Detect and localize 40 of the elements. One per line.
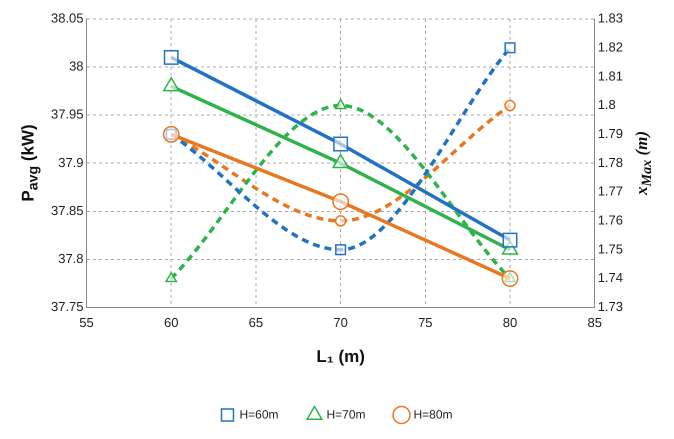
- point: [504, 42, 516, 54]
- y2-tick-label: 1.79: [598, 126, 624, 141]
- y-tick-label: 38: [69, 58, 84, 74]
- legend-label: H=80m: [414, 407, 453, 422]
- y-tick-label: 38.05: [50, 10, 84, 26]
- x-tick-label: 55: [79, 314, 94, 330]
- y2-tick-label: 1.78: [598, 154, 624, 170]
- point: [335, 244, 346, 256]
- legend-label: H=60m: [239, 407, 279, 422]
- point: [334, 98, 346, 110]
- legend-label: H=70m: [326, 407, 366, 422]
- y2-tick-label: 1.77: [598, 184, 624, 199]
- y2-tick-label: 1.83: [598, 10, 624, 26]
- y2-tick-label: 1.73: [598, 298, 624, 314]
- point: [334, 215, 346, 227]
- x-tick-label: 60: [164, 314, 178, 330]
- point: [164, 50, 179, 65]
- y2-tick-label: 1.76: [598, 212, 624, 228]
- point: [502, 232, 518, 248]
- y2-tick-label: 1.75: [598, 241, 624, 256]
- y-tick-label: 37.75: [50, 298, 84, 314]
- x-axis-title: L₁ (m): [316, 347, 365, 367]
- point: [332, 193, 350, 210]
- x-tick-label: 85: [587, 314, 602, 330]
- y2-tick-label: 1.81: [598, 68, 624, 84]
- y-tick-label: 37.95: [50, 106, 84, 122]
- point: [165, 272, 178, 282]
- y2-tick-label: 1.82: [598, 39, 624, 54]
- x-tick-label: 75: [418, 314, 433, 330]
- y-tick-label: 37.9: [58, 154, 84, 170]
- x-tick-label: 70: [333, 314, 348, 330]
- y2-tick-label: 1.74: [598, 270, 624, 286]
- x-tick-label: 65: [248, 314, 264, 330]
- y2-tick-label: 1.8: [598, 97, 616, 112]
- x-tick-label: 80: [502, 314, 518, 330]
- point: [504, 100, 516, 112]
- y-tick-label: 37.85: [50, 202, 84, 218]
- point: [333, 136, 348, 152]
- y-tick-label: 37.8: [58, 250, 84, 266]
- point: [502, 270, 518, 288]
